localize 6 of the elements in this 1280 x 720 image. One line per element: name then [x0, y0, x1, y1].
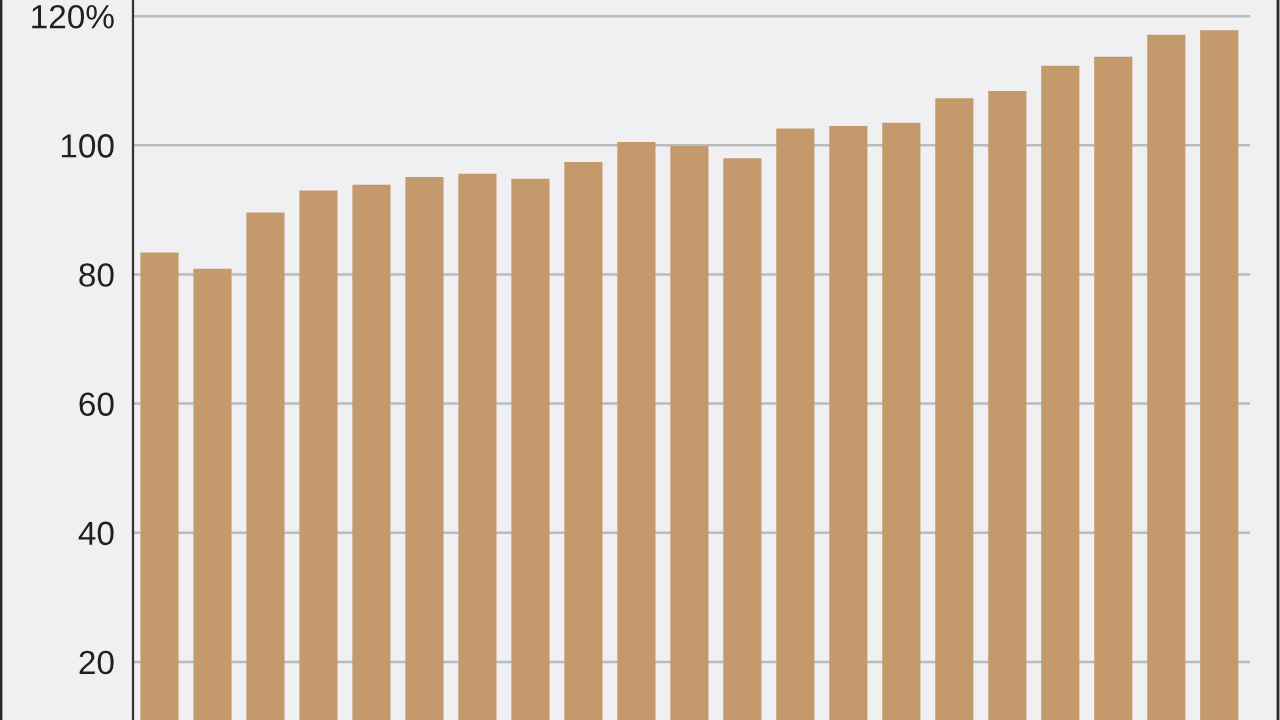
y-tick-label: 40: [78, 521, 114, 546]
y-tick-label: 20: [79, 650, 114, 675]
y-tick-label: 100: [61, 134, 114, 158]
y-tick-label: 80: [79, 263, 114, 287]
y-tick-label: 120%: [32, 4, 114, 29]
y-tick-label: 60: [79, 392, 114, 416]
